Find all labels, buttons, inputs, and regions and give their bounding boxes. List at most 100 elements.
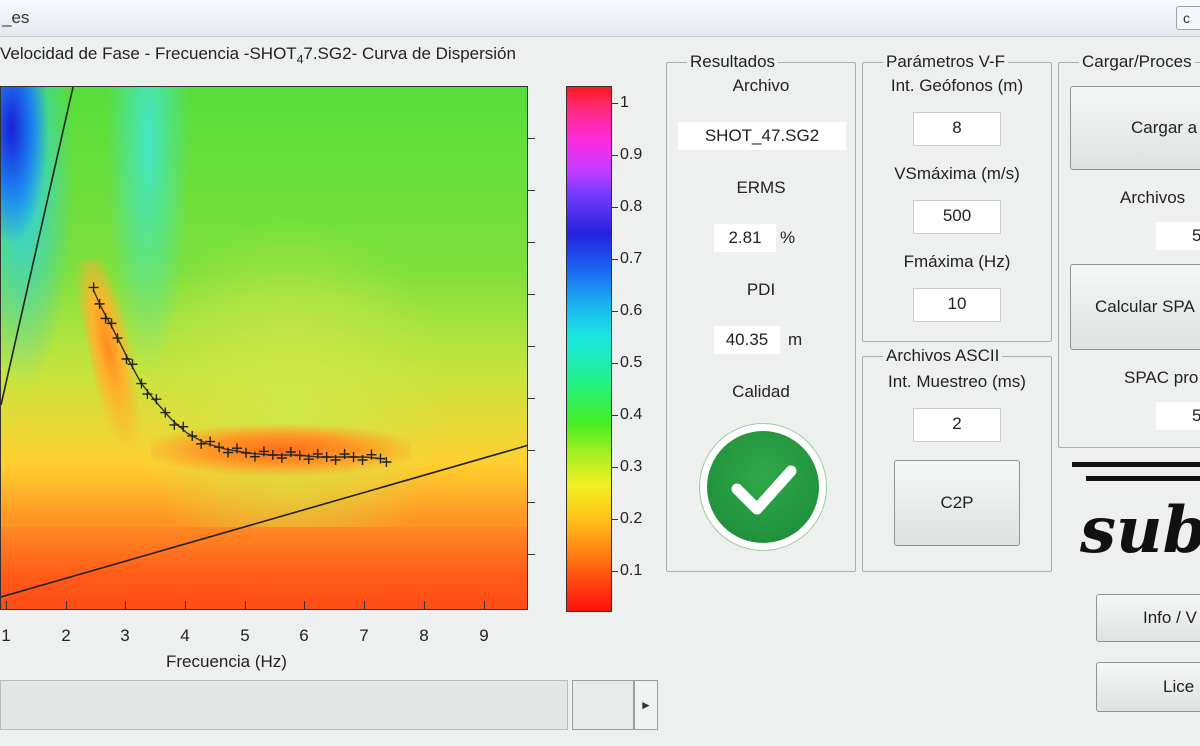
plot-title: Velocidad de Fase - Frecuencia -SHOT47.S… <box>0 44 516 66</box>
x-tick <box>484 601 485 609</box>
colorbar-tick <box>612 259 618 260</box>
fmax-input[interactable]: 10 <box>913 288 1001 322</box>
calcular-spac-button[interactable]: Calcular SPA <box>1070 264 1200 350</box>
geofonos-input[interactable]: 8 <box>913 112 1001 146</box>
colorbar-tick <box>612 467 618 468</box>
dispersion-marker <box>241 447 251 458</box>
dispersion-marker <box>294 450 305 461</box>
dispersion-curve-line <box>92 288 386 460</box>
erms-label: ERMS <box>736 178 786 197</box>
c2p-button[interactable]: C2P <box>894 460 1020 546</box>
dispersion-markers <box>88 282 392 467</box>
horizontal-scroll-thumb[interactable] <box>572 680 634 730</box>
x-tick <box>66 601 67 609</box>
dispersion-marker <box>249 451 260 462</box>
horizontal-scroll-track[interactable] <box>0 680 568 730</box>
archivo-label: Archivo <box>732 76 790 95</box>
aliasing-line-left <box>1 87 74 406</box>
colorbar-label: 0.6 <box>620 302 643 319</box>
muestreo-input[interactable]: 2 <box>913 408 1001 442</box>
dispersion-heatmap[interactable] <box>0 86 528 610</box>
dispersion-marker <box>100 313 111 324</box>
colorbar-label: 0.2 <box>620 510 643 527</box>
dispersion-marker <box>276 453 287 463</box>
archivos-label: Archivos <box>1120 188 1186 207</box>
company-logo: subsue <box>1068 456 1200 568</box>
colorbar-tick <box>612 415 618 416</box>
colorbar-label: 0.3 <box>620 458 643 475</box>
check-mark-icon <box>731 465 797 515</box>
colorbar-label: 0.7 <box>620 250 643 267</box>
x-tick-label: 2 <box>61 626 71 645</box>
colorbar <box>566 86 612 612</box>
colorbar-label: 0.1 <box>620 562 643 579</box>
dispersion-marker <box>381 457 392 467</box>
dispersion-marker <box>339 449 350 459</box>
calidad-label: Calidad <box>732 382 790 401</box>
dispersion-marker <box>151 394 162 405</box>
dispersion-marker <box>348 452 359 462</box>
x-tick <box>125 601 126 609</box>
erms-field[interactable]: 2.81 <box>714 224 776 252</box>
colorbar-label: 0.5 <box>620 354 643 371</box>
plot-title-prefix: Velocidad de Fase - Frecuencia -SHOT <box>0 44 297 63</box>
heatmap-ytick <box>528 554 535 555</box>
heatmap-ridge <box>151 417 411 477</box>
x-tick <box>364 601 365 609</box>
pdi-unit: m <box>788 330 803 349</box>
vsmax-label: VSmáxima (m/s) <box>894 164 1020 183</box>
licencia-button[interactable]: Lice <box>1096 662 1200 712</box>
resultados-group: Resultados <box>666 52 856 572</box>
archivos-field[interactable]: 5 <box>1156 222 1200 250</box>
dispersion-marker <box>232 443 243 454</box>
window-control-button[interactable]: c <box>1176 6 1200 30</box>
x-tick-label: 4 <box>180 626 190 645</box>
dispersion-marker <box>88 282 99 293</box>
parametros-group: Parámetros V-F <box>862 52 1052 342</box>
heatmap-ytick <box>528 294 535 295</box>
dispersion-marker <box>223 447 234 458</box>
dispersion-marker <box>187 430 198 441</box>
heatmap-ytick <box>528 242 535 243</box>
x-tick <box>424 601 425 609</box>
archivo-field[interactable]: SHOT_47.SG2 <box>678 122 846 150</box>
dispersion-marker <box>366 449 377 460</box>
heatmap-ytick <box>528 450 535 451</box>
dispersion-marker <box>205 436 216 447</box>
scroll-right-arrow-icon[interactable]: ► <box>634 680 658 730</box>
dispersion-marker <box>106 318 117 329</box>
aliasing-line-bottom <box>1 444 527 598</box>
dispersion-marker <box>160 407 171 418</box>
logo-text: subsue <box>1079 493 1200 568</box>
window-titlebar: _es c <box>0 0 1200 37</box>
x-tick <box>185 601 186 609</box>
plot-title-suffix: 7.SG2- Curva de Dispersión <box>303 44 516 63</box>
colorbar-tick <box>612 155 618 156</box>
cargar-button[interactable]: Cargar a <box>1070 86 1200 170</box>
erms-unit: % <box>780 228 796 247</box>
pdi-label: PDI <box>746 280 776 299</box>
heatmap-ytick <box>528 502 535 503</box>
spac-field[interactable]: 5 <box>1156 402 1200 430</box>
plot-title-subscript: 4 <box>296 52 304 67</box>
colorbar-label: 0.9 <box>620 146 643 163</box>
dispersion-marker <box>267 450 278 460</box>
check-icon <box>707 431 819 543</box>
heatmap-ytick <box>528 346 535 347</box>
colorbar-label: 1 <box>620 94 629 111</box>
x-tick-label: 5 <box>240 626 250 645</box>
geofonos-label: Int. Geófonos (m) <box>890 76 1024 95</box>
vsmax-input[interactable]: 500 <box>913 200 1001 234</box>
x-axis-label: Frecuencia (Hz) <box>166 652 287 671</box>
pdi-field[interactable]: 40.35 <box>714 326 780 354</box>
window-title: _es <box>2 8 30 27</box>
info-button[interactable]: Info / V <box>1096 594 1200 642</box>
heatmap-overlay <box>1 87 527 598</box>
dispersion-marker <box>321 452 332 462</box>
heatmap-ytick <box>528 138 535 139</box>
cargar-legend: Cargar/Proces <box>1079 52 1195 72</box>
x-tick <box>6 601 7 609</box>
x-tick <box>245 601 246 609</box>
parametros-legend: Parámetros V-F <box>883 52 1009 72</box>
heatmap-low-band <box>1 527 527 609</box>
